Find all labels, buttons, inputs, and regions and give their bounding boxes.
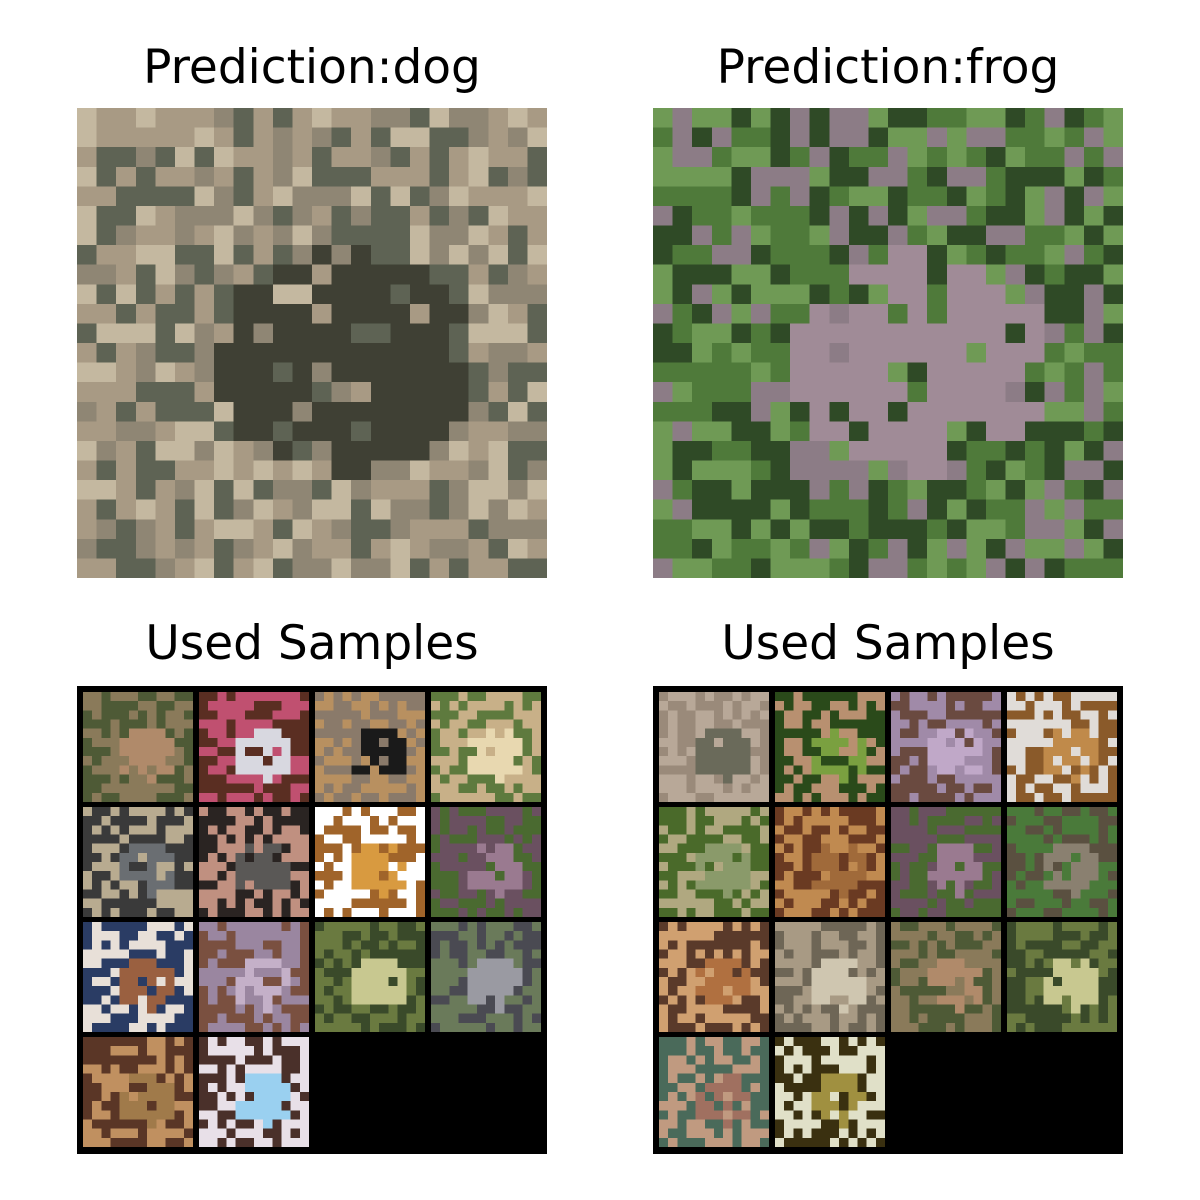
sample-thumbnail [315,922,425,1032]
sample-thumbnail [83,922,193,1032]
sample-thumbnail [199,922,309,1032]
sample-thumbnail [659,692,769,802]
used-samples-grid-2 [653,686,1123,1154]
sample-thumbnail [775,807,885,917]
used-samples-title-1: Used Samples [145,616,479,671]
sample-thumbnail [891,692,1001,802]
prediction-title-1: Prediction:dog [143,40,481,95]
sample-thumbnail [891,807,1001,917]
sample-thumbnail [83,807,193,917]
sample-thumbnail [199,807,309,917]
sample-thumbnail [891,922,1001,1032]
sample-thumbnail [83,1037,193,1147]
sample-thumbnail [775,692,885,802]
sample-thumbnail [775,922,885,1032]
sample-thumbnail [199,692,309,802]
sample-thumbnail [431,692,541,802]
sample-thumbnail [659,922,769,1032]
sample-thumbnail [431,922,541,1032]
sample-thumbnail [1007,692,1117,802]
sample-thumbnail [431,807,541,917]
sample-thumbnail [83,692,193,802]
sample-thumbnail [775,1037,885,1147]
sample-thumbnail [1007,922,1117,1032]
sample-thumbnail [199,1037,309,1147]
used-samples-grid-1 [77,686,547,1154]
prediction-image-1 [77,108,547,578]
sample-thumbnail [659,1037,769,1147]
sample-thumbnail [1007,807,1117,917]
sample-thumbnail [315,692,425,802]
sample-thumbnail [659,807,769,917]
used-samples-title-2: Used Samples [721,616,1055,671]
prediction-image-2 [653,108,1123,578]
sample-thumbnail [315,807,425,917]
prediction-title-2: Prediction:frog [716,40,1060,95]
